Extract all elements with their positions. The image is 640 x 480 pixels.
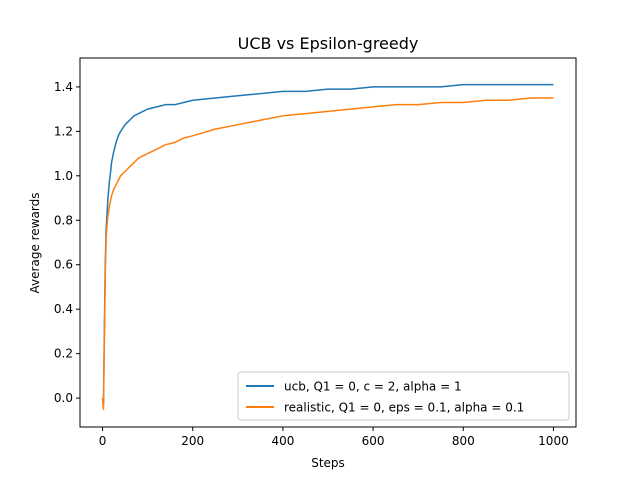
y-tick-label: 1.0 xyxy=(54,169,73,183)
x-tick-label: 0 xyxy=(99,434,107,448)
y-tick-label: 0.0 xyxy=(54,391,73,405)
y-tick-label: 0.2 xyxy=(54,347,73,361)
legend-label-ucb: ucb, Q1 = 0, c = 2, alpha = 1 xyxy=(284,380,462,394)
x-tick-label: 1000 xyxy=(538,434,569,448)
x-tick-label: 200 xyxy=(181,434,204,448)
x-axis-label: Steps xyxy=(311,456,345,470)
x-tick-label: 600 xyxy=(362,434,385,448)
series-line-0 xyxy=(101,83,554,406)
chart-title: UCB vs Epsilon-greedy xyxy=(238,34,419,53)
y-axis-label: Average rewards xyxy=(28,193,42,294)
x-tick-label: 800 xyxy=(452,434,475,448)
y-tick-label: 0.8 xyxy=(54,213,73,227)
legend-label-realistic: realistic, Q1 = 0, eps = 0.1, alpha = 0.… xyxy=(284,401,524,415)
y-tick-label: 1.2 xyxy=(54,124,73,138)
y-tick-label: 0.6 xyxy=(54,258,73,272)
legend: ucb, Q1 = 0, c = 2, alpha = 1 realistic,… xyxy=(237,371,570,421)
plot-area-frame xyxy=(79,57,577,428)
y-tick-label: 0.4 xyxy=(54,302,73,316)
series-line-1 xyxy=(101,97,554,410)
x-tick-label: 400 xyxy=(271,434,294,448)
legend-box xyxy=(237,371,570,421)
y-tick-label: 1.4 xyxy=(54,80,73,94)
